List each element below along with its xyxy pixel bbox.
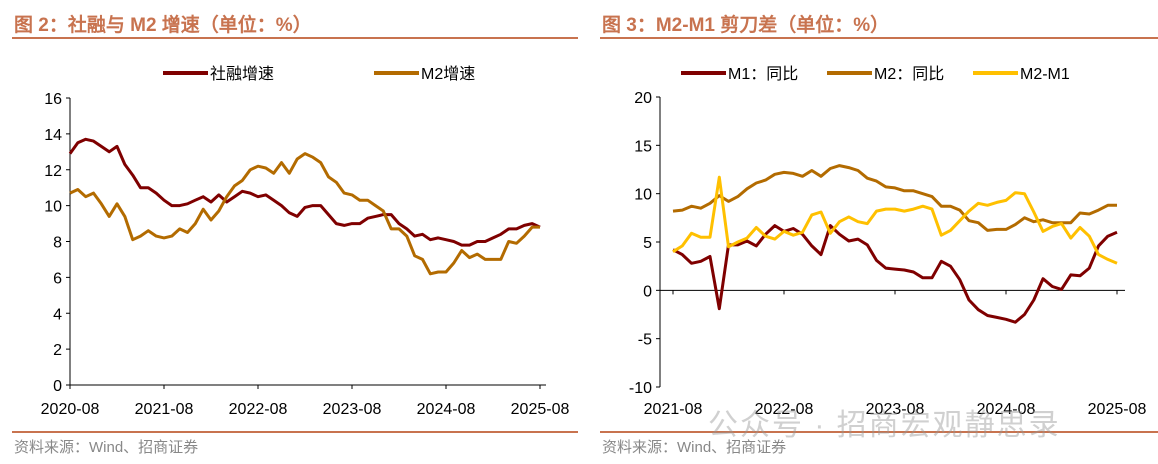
y-tick-label: 4 xyxy=(53,306,62,323)
x-tick-label: 2024-08 xyxy=(977,401,1036,418)
left-source: 资料来源：Wind、招商证券 xyxy=(14,439,199,456)
y-tick-label: 2 xyxy=(53,342,62,359)
y-tick-label: 8 xyxy=(53,235,62,252)
y-tick-label: 16 xyxy=(44,91,62,108)
y-tick-label: 20 xyxy=(634,90,652,107)
left-title-rule xyxy=(12,37,578,39)
y-tick-label: 10 xyxy=(44,199,62,216)
right-source: 资料来源：Wind、招商证券 xyxy=(602,439,787,456)
x-tick-label: 2025-08 xyxy=(511,401,570,418)
series-line-2 xyxy=(69,152,540,276)
y-tick-label: 14 xyxy=(44,127,62,144)
right-panel: 图 3：M2-M1 剪刀差（单位：%） -10 -5 0 5 10 15 20 2021-08… xyxy=(580,0,1158,464)
y-tick-label: 5 xyxy=(643,235,652,252)
legend-label-3: M2-M1 xyxy=(1020,66,1070,83)
x-tick-label: 2021-08 xyxy=(644,401,703,418)
right-source-rule xyxy=(600,431,1158,433)
x-tick-label: 2023-08 xyxy=(866,401,925,418)
series-line-2 xyxy=(672,164,1117,232)
y-tick-label: 0 xyxy=(53,378,62,395)
x-tick-label: 2025-08 xyxy=(1088,401,1147,418)
x-tick-label: 2023-08 xyxy=(323,401,382,418)
legend-label-1: 社融增速 xyxy=(210,65,274,83)
x-tick-label: 2022-08 xyxy=(755,401,814,418)
series-line-1 xyxy=(672,224,1118,324)
right-title-rule xyxy=(600,37,1158,39)
x-tick-label: 2024-08 xyxy=(417,401,476,418)
x-tick-label: 2022-08 xyxy=(229,401,288,418)
y-tick-label: 12 xyxy=(44,163,62,180)
legend-label-2: M2增速 xyxy=(421,65,475,83)
x-tick-label: 2021-08 xyxy=(135,401,194,418)
right-chart: -10 -5 0 5 10 15 20 2021-08 2022-08 2023-08 2024-0… xyxy=(629,65,1147,418)
series-line-1 xyxy=(68,137,541,247)
legend-label-2: M2：同比 xyxy=(874,65,944,83)
y-tick-label: 15 xyxy=(634,138,652,155)
left-chart: 0 2 4 6 8 10 12 14 16 2020-08 2021-08 2022-08 2023-0… xyxy=(41,65,570,418)
series-line-3 xyxy=(672,175,1118,265)
right-chart-title: 图 3：M2-M1 剪刀差（单位：%） xyxy=(602,15,890,36)
y-tick-label: 6 xyxy=(53,270,62,287)
y-tick-label: -5 xyxy=(638,332,652,349)
left-panel: 图 2：社融与 M2 增速（单位：%） 0 2 4 6 8 10 12 14 16 2020-08… xyxy=(12,15,578,456)
left-source-rule xyxy=(12,431,578,433)
y-tick-label: -10 xyxy=(629,380,652,397)
legend-label-1: M1：同比 xyxy=(728,65,798,83)
watermark: 公众号 · 招商宏观静思录 xyxy=(708,409,1061,442)
left-chart-title: 图 2：社融与 M2 增速（单位：%） xyxy=(14,15,312,36)
x-tick-label: 2020-08 xyxy=(41,401,100,418)
y-tick-label: 0 xyxy=(643,283,652,300)
y-tick-label: 10 xyxy=(634,187,652,204)
